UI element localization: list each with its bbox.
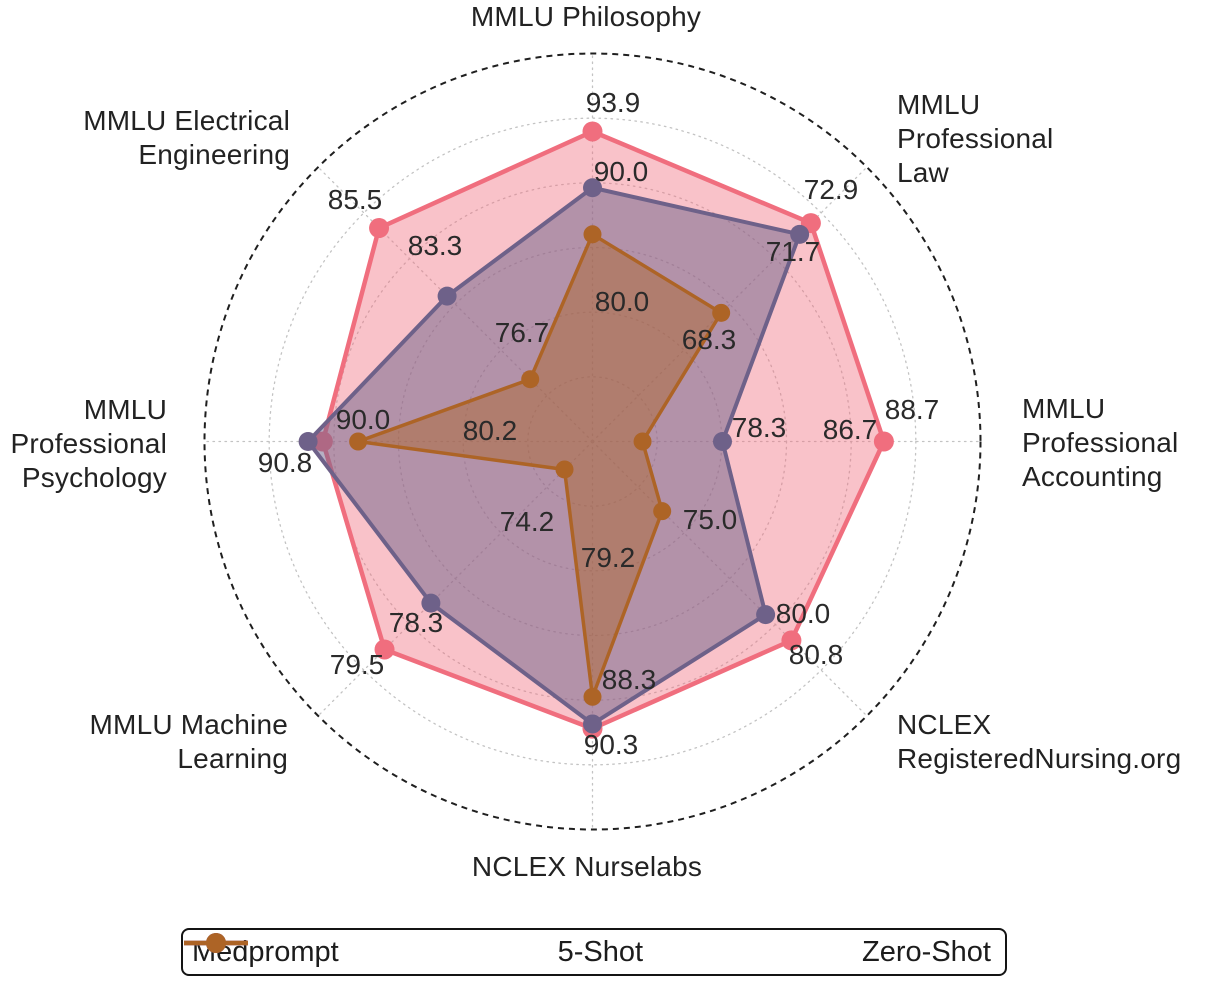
legend-marker-zero-shot-icon	[184, 933, 248, 953]
legend-item-zero-shot: Zero-Shot	[184, 933, 991, 969]
data-point-zero-shot-axis-1	[583, 225, 602, 244]
value-label-medprompt-axis-5: 90.3	[583, 729, 639, 760]
value-label-five-shot-axis-1: 90.0	[593, 156, 649, 187]
grid-ring-5	[268, 117, 917, 766]
value-label-five-shot-axis-4: 80.0	[775, 598, 831, 629]
value-label-medprompt-axis-2: 72.9	[803, 174, 859, 205]
data-point-five-shot-axis-8	[437, 286, 457, 306]
value-label-five-shot-axis-7: 90.8	[257, 447, 313, 478]
legend: Medprompt 5-Shot Zero-Shot	[181, 928, 1007, 976]
axis-title-1: MMLU Philosophy	[470, 1, 702, 32]
data-point-five-shot-axis-1	[583, 178, 602, 198]
value-label-medprompt-axis-7: 90.0	[335, 404, 391, 435]
value-label-five-shot-axis-6: 78.3	[388, 607, 444, 638]
legend-label-zero-shot: Zero-Shot	[862, 935, 991, 968]
data-point-five-shot-axis-5	[583, 714, 602, 734]
legend-label-five-shot: 5-Shot	[557, 935, 644, 968]
value-label-medprompt-axis-6: 79.5	[329, 649, 385, 680]
data-point-medprompt-axis-3	[873, 431, 894, 452]
axis-title-3: MMLU Professional Accounting	[1022, 393, 1179, 492]
data-point-medprompt-axis-6	[374, 639, 395, 660]
value-label-five-shot-axis-8: 83.3	[407, 230, 463, 261]
data-point-five-shot-axis-3	[712, 432, 732, 451]
value-label-medprompt-axis-4: 80.8	[788, 639, 844, 670]
value-label-zero-shot-axis-4: 75.0	[682, 504, 738, 535]
value-label-medprompt-axis-8: 85.5	[327, 184, 383, 215]
value-label-zero-shot-axis-1: 80.0	[594, 286, 650, 317]
axis-title-4: NCLEX RegisteredNursing.org	[897, 709, 1182, 774]
value-label-medprompt-axis-1: 93.9	[585, 87, 641, 118]
data-point-five-shot-axis-7	[298, 432, 318, 451]
value-label-zero-shot-axis-6: 74.2	[499, 506, 555, 537]
data-point-zero-shot-axis-5	[583, 687, 602, 706]
axis-title-5: NCLEX Nurselabs	[471, 851, 703, 882]
value-label-five-shot-axis-2: 71.7	[765, 236, 821, 267]
value-label-zero-shot-axis-8: 76.7	[494, 317, 550, 348]
data-point-five-shot-axis-6	[421, 593, 441, 613]
value-label-zero-shot-axis-7: 80.2	[462, 415, 518, 446]
axis-title-7: MMLU Professional Psychology	[10, 394, 167, 493]
value-label-medprompt-axis-3: 88.7	[884, 394, 940, 425]
data-point-medprompt-axis-1	[582, 121, 603, 142]
value-label-zero-shot-axis-5: 79.2	[580, 542, 636, 573]
data-point-zero-shot-axis-4	[653, 502, 672, 521]
value-label-zero-shot-axis-2: 68.3	[681, 324, 737, 355]
axis-title-8: MMLU Electrical Engineering	[83, 105, 290, 170]
value-label-zero-shot-axis-3: 78.3	[731, 412, 787, 443]
data-point-five-shot-axis-2	[790, 224, 810, 244]
legend-item-five-shot: 5-Shot	[184, 933, 644, 969]
axis-title-2: MMLU Professional Law	[897, 89, 1054, 188]
data-point-zero-shot-axis-8	[521, 370, 540, 389]
outer-circle	[203, 52, 982, 831]
axis-title-6: MMLU Machine Learning	[89, 709, 288, 774]
data-point-five-shot-axis-4	[756, 605, 776, 625]
value-label-five-shot-axis-5: 88.3	[601, 664, 657, 695]
data-point-medprompt-axis-8	[369, 218, 390, 239]
data-point-zero-shot-axis-7	[349, 432, 368, 451]
data-point-zero-shot-axis-2	[712, 303, 731, 322]
data-point-zero-shot-axis-3	[633, 432, 652, 451]
data-point-zero-shot-axis-6	[555, 460, 574, 479]
value-label-five-shot-axis-3: 86.7	[822, 414, 878, 445]
data-point-medprompt-axis-4	[781, 630, 802, 651]
